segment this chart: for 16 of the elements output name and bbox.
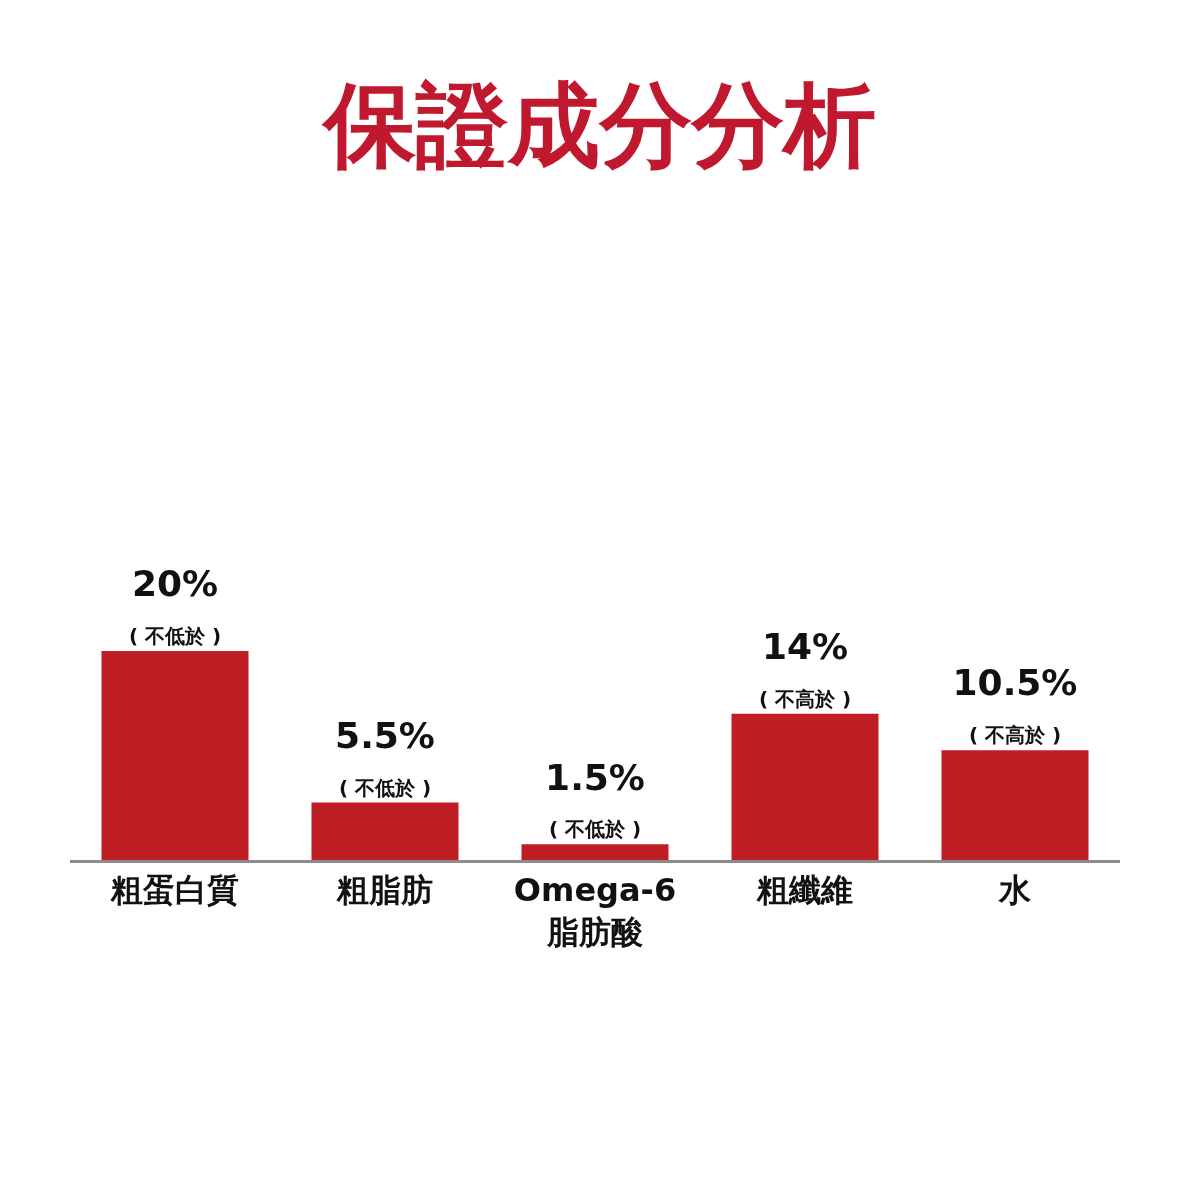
data-label: 5.5% ( 不低於 ): [335, 714, 435, 800]
data-label: 1.5% ( 不低於 ): [545, 756, 645, 842]
bar: [731, 713, 879, 860]
bar: [941, 750, 1089, 860]
data-label: 20% ( 不低於 ): [128, 563, 222, 648]
x-tick-label: 水: [998, 871, 1032, 910]
bar: [311, 802, 459, 860]
chart-title: 保證成分分析: [321, 72, 876, 179]
x-tick-label: 粗脂肪: [336, 871, 433, 910]
x-tick-label: 粗纖維: [756, 871, 853, 910]
bar: [521, 844, 669, 860]
data-label: 14% ( 不高於 ): [758, 625, 852, 711]
x-tick-label: 粗蛋白質: [110, 871, 239, 910]
data-label: 10.5% ( 不高於 ): [952, 662, 1078, 748]
x-tick-label: Omega-6 脂肪酸: [513, 871, 677, 951]
bar: [101, 651, 249, 860]
